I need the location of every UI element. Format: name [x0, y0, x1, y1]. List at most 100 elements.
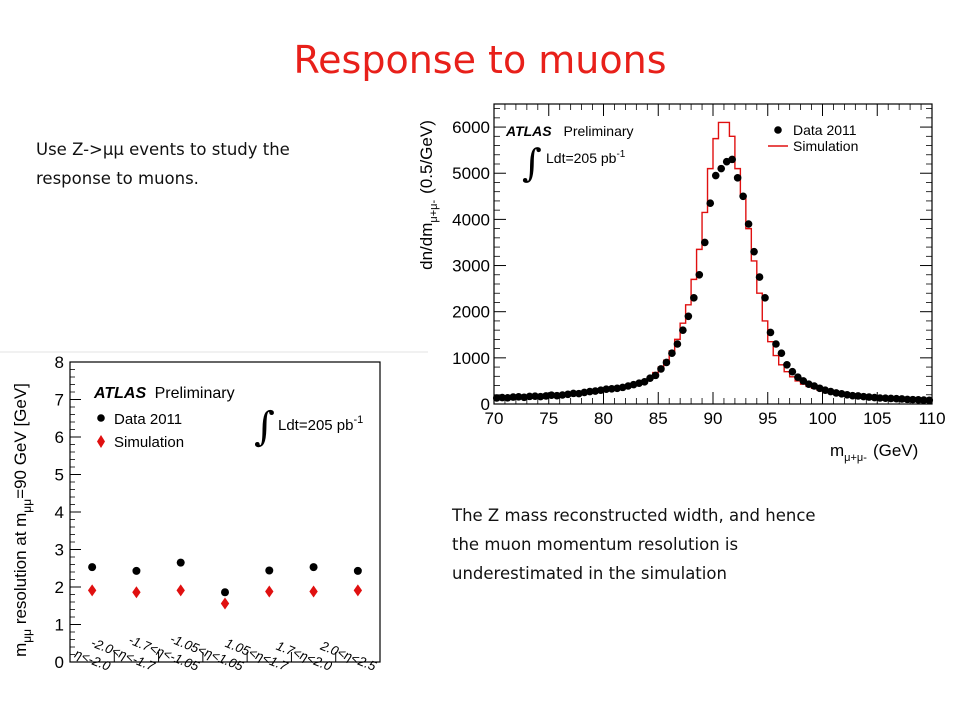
data-point — [919, 396, 928, 404]
data-point — [892, 394, 901, 403]
intro-text: Use Z->μμ events to study the response t… — [36, 135, 366, 193]
data-point — [662, 358, 671, 367]
data-point — [870, 393, 879, 402]
mass-marks — [492, 121, 934, 405]
data-point — [176, 558, 185, 567]
resolution-plot-frame — [69, 361, 381, 663]
legend-simulation-label: Simulation — [793, 138, 858, 154]
y-tick-label: 5000 — [452, 164, 490, 183]
data-point — [750, 247, 758, 256]
data-point — [706, 199, 715, 208]
simulation-point — [220, 597, 230, 610]
legend-lumi: Ldt=205 pb-1 — [278, 414, 363, 434]
data-point — [728, 155, 736, 164]
y-tick-label: 3000 — [452, 257, 490, 276]
y-tick-label: 1 — [55, 616, 64, 635]
mass-chart: 0 1000 2000 3000 4000 5000 6000 70 75 80 85 90 95 10… — [417, 103, 946, 464]
resolution-marks — [87, 558, 363, 610]
legend-lumi: Ldt=205 pb-1 — [546, 149, 626, 166]
data-point — [865, 393, 873, 401]
simulation-point — [87, 584, 97, 597]
data-point — [640, 378, 649, 386]
resolution-y-axis: 0 1 2 3 4 5 6 7 8 — [55, 353, 81, 672]
conclusion-text-line: The Z mass reconstructed width, and henc… — [452, 506, 816, 525]
simulation-point — [132, 586, 141, 599]
data-point — [514, 393, 523, 401]
data-point — [914, 396, 923, 404]
data-point — [903, 395, 912, 404]
resolution-legend: ATLAS Preliminary Data 2011 Simulation ∫… — [93, 385, 363, 451]
y-tick-label: 6000 — [452, 118, 490, 137]
intro-text-line: response to muons. — [36, 169, 199, 188]
data-point — [881, 394, 890, 403]
legend-simulation-label: Simulation — [114, 434, 184, 451]
data-point — [353, 566, 362, 575]
legend-data-label: Data 2011 — [114, 411, 182, 428]
data-point — [492, 394, 501, 402]
simulation-point — [309, 585, 318, 598]
data-point — [761, 294, 769, 302]
resolution-chart: 0 1 2 3 4 5 6 7 8 η<-2.0-2.0<η<-1.7-1.7<η<-1.05-… — [11, 353, 381, 674]
data-point — [859, 392, 868, 401]
data-point — [695, 270, 704, 279]
data-point — [772, 340, 780, 348]
data-point — [547, 391, 556, 400]
x-tick-label: 95 — [758, 409, 777, 428]
y-tick-label: 0 — [481, 395, 490, 414]
data-point — [788, 367, 797, 376]
y-tick-label: 2 — [55, 578, 64, 597]
data-point — [848, 391, 857, 400]
legend-data-marker — [774, 126, 782, 134]
y-tick-label: 3 — [55, 541, 64, 560]
x-tick-label: 85 — [649, 409, 668, 428]
data-point — [755, 273, 764, 281]
simulation-point — [176, 584, 185, 597]
y-tick-label: 8 — [55, 353, 64, 372]
legend-data-label: Data 2011 — [793, 122, 857, 138]
data-point — [607, 384, 616, 393]
data-point — [88, 563, 97, 572]
data-point — [925, 396, 934, 405]
x-tick-label: 75 — [539, 409, 558, 428]
mass-x-axis-label: mμ+μ- (GeV) — [830, 441, 918, 464]
legend-simulation-marker — [97, 435, 105, 448]
conclusion-text-line: the muon momentum resolution is — [452, 535, 739, 554]
data-point — [265, 566, 274, 575]
x-tick-label: 110 — [918, 409, 945, 428]
data-point — [586, 387, 594, 396]
y-tick-label: 2000 — [452, 303, 490, 322]
data-point — [733, 174, 742, 182]
data-point — [783, 360, 791, 369]
legend-atlas-header: ATLAS Preliminary — [93, 385, 235, 402]
data-point — [679, 326, 687, 334]
x-tick-label: 90 — [704, 409, 723, 428]
mass-x-axis: 70 75 80 85 90 95 100 105 110 — [485, 104, 946, 428]
y-tick-label: 1000 — [452, 349, 490, 368]
data-point — [717, 164, 726, 173]
y-tick-label: 5 — [55, 466, 64, 485]
data-point — [887, 394, 895, 403]
data-point — [602, 385, 611, 394]
data-point — [651, 371, 660, 380]
mass-y-axis-label: dn/dmμ+μ-(0.5/GeV) — [417, 120, 440, 270]
data-point — [668, 349, 676, 358]
x-tick-label: 70 — [485, 409, 504, 428]
data-point — [509, 393, 517, 401]
data-point — [876, 394, 884, 402]
integral-sign: ∫ — [254, 404, 275, 450]
resolution-y-axis-label: mμμ resolution at mμμ=90 GeV [GeV] — [11, 383, 34, 657]
conclusion-text: The Z mass reconstructed width, and henc… — [452, 501, 882, 588]
simulation-point — [265, 585, 274, 598]
data-point — [700, 238, 709, 247]
data-point — [777, 349, 786, 358]
data-point — [525, 392, 534, 401]
data-point — [766, 328, 775, 337]
data-point — [673, 340, 682, 348]
data-point — [657, 365, 665, 373]
data-point — [569, 389, 578, 398]
y-tick-label: 7 — [55, 391, 64, 410]
y-tick-label: 0 — [55, 653, 64, 672]
legend-data-marker — [97, 414, 105, 422]
data-point — [799, 377, 808, 385]
